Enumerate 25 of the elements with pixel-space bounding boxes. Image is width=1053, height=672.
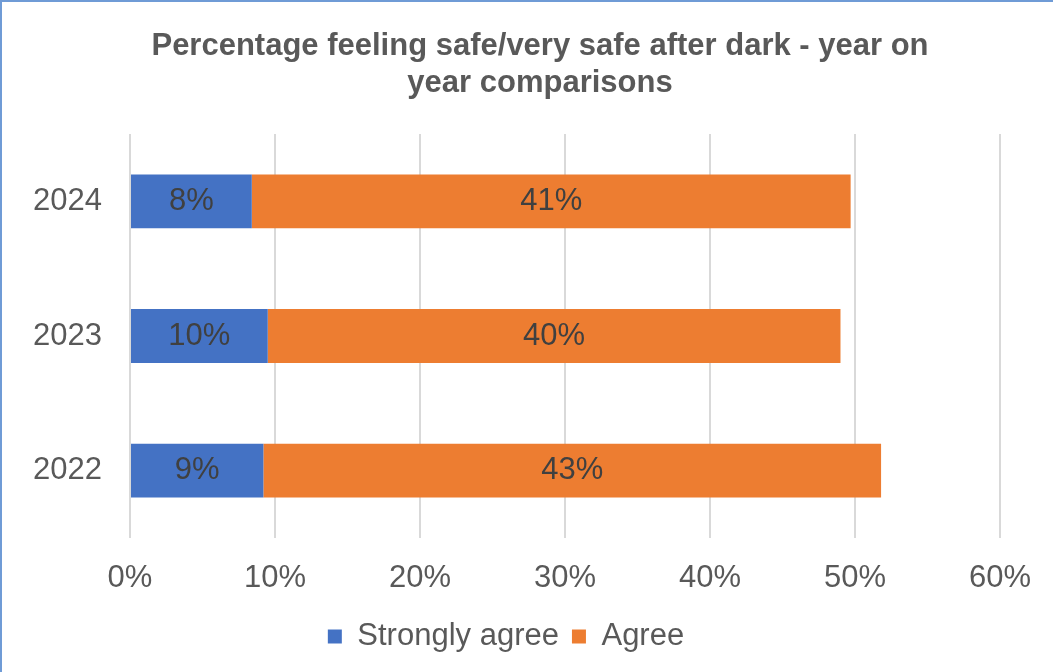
- legend-label: Agree: [601, 617, 685, 653]
- data-label: 40%: [523, 316, 586, 352]
- x-tick-label: 0%: [107, 559, 153, 595]
- data-label: 43%: [541, 451, 604, 487]
- x-tick-label: 40%: [678, 559, 742, 595]
- bar: [131, 174, 252, 229]
- chart-title: Percentage feeling safe/very safe after dark - year on year comparisons: [150, 26, 930, 100]
- bar: [131, 309, 268, 363]
- data-label: 8%: [168, 181, 214, 217]
- data-label: 10%: [168, 316, 231, 352]
- y-tick-label: 2024: [33, 181, 102, 217]
- x-tick-label: 30%: [533, 559, 597, 595]
- x-tick-label: 50%: [823, 559, 886, 595]
- bar: [267, 309, 841, 363]
- y-tick-label: 2022: [33, 451, 102, 487]
- x-tick-label: 10%: [243, 559, 307, 595]
- legend-label: Strongly agree: [357, 617, 559, 653]
- data-label: 9%: [174, 451, 220, 487]
- bar: [263, 443, 882, 498]
- y-tick-label: 2023: [33, 316, 102, 352]
- data-label: 41%: [520, 181, 583, 217]
- bar: [251, 174, 851, 229]
- x-tick-label: 60%: [968, 559, 1031, 595]
- x-tick-label: 20%: [388, 559, 452, 595]
- bar: [131, 443, 264, 498]
